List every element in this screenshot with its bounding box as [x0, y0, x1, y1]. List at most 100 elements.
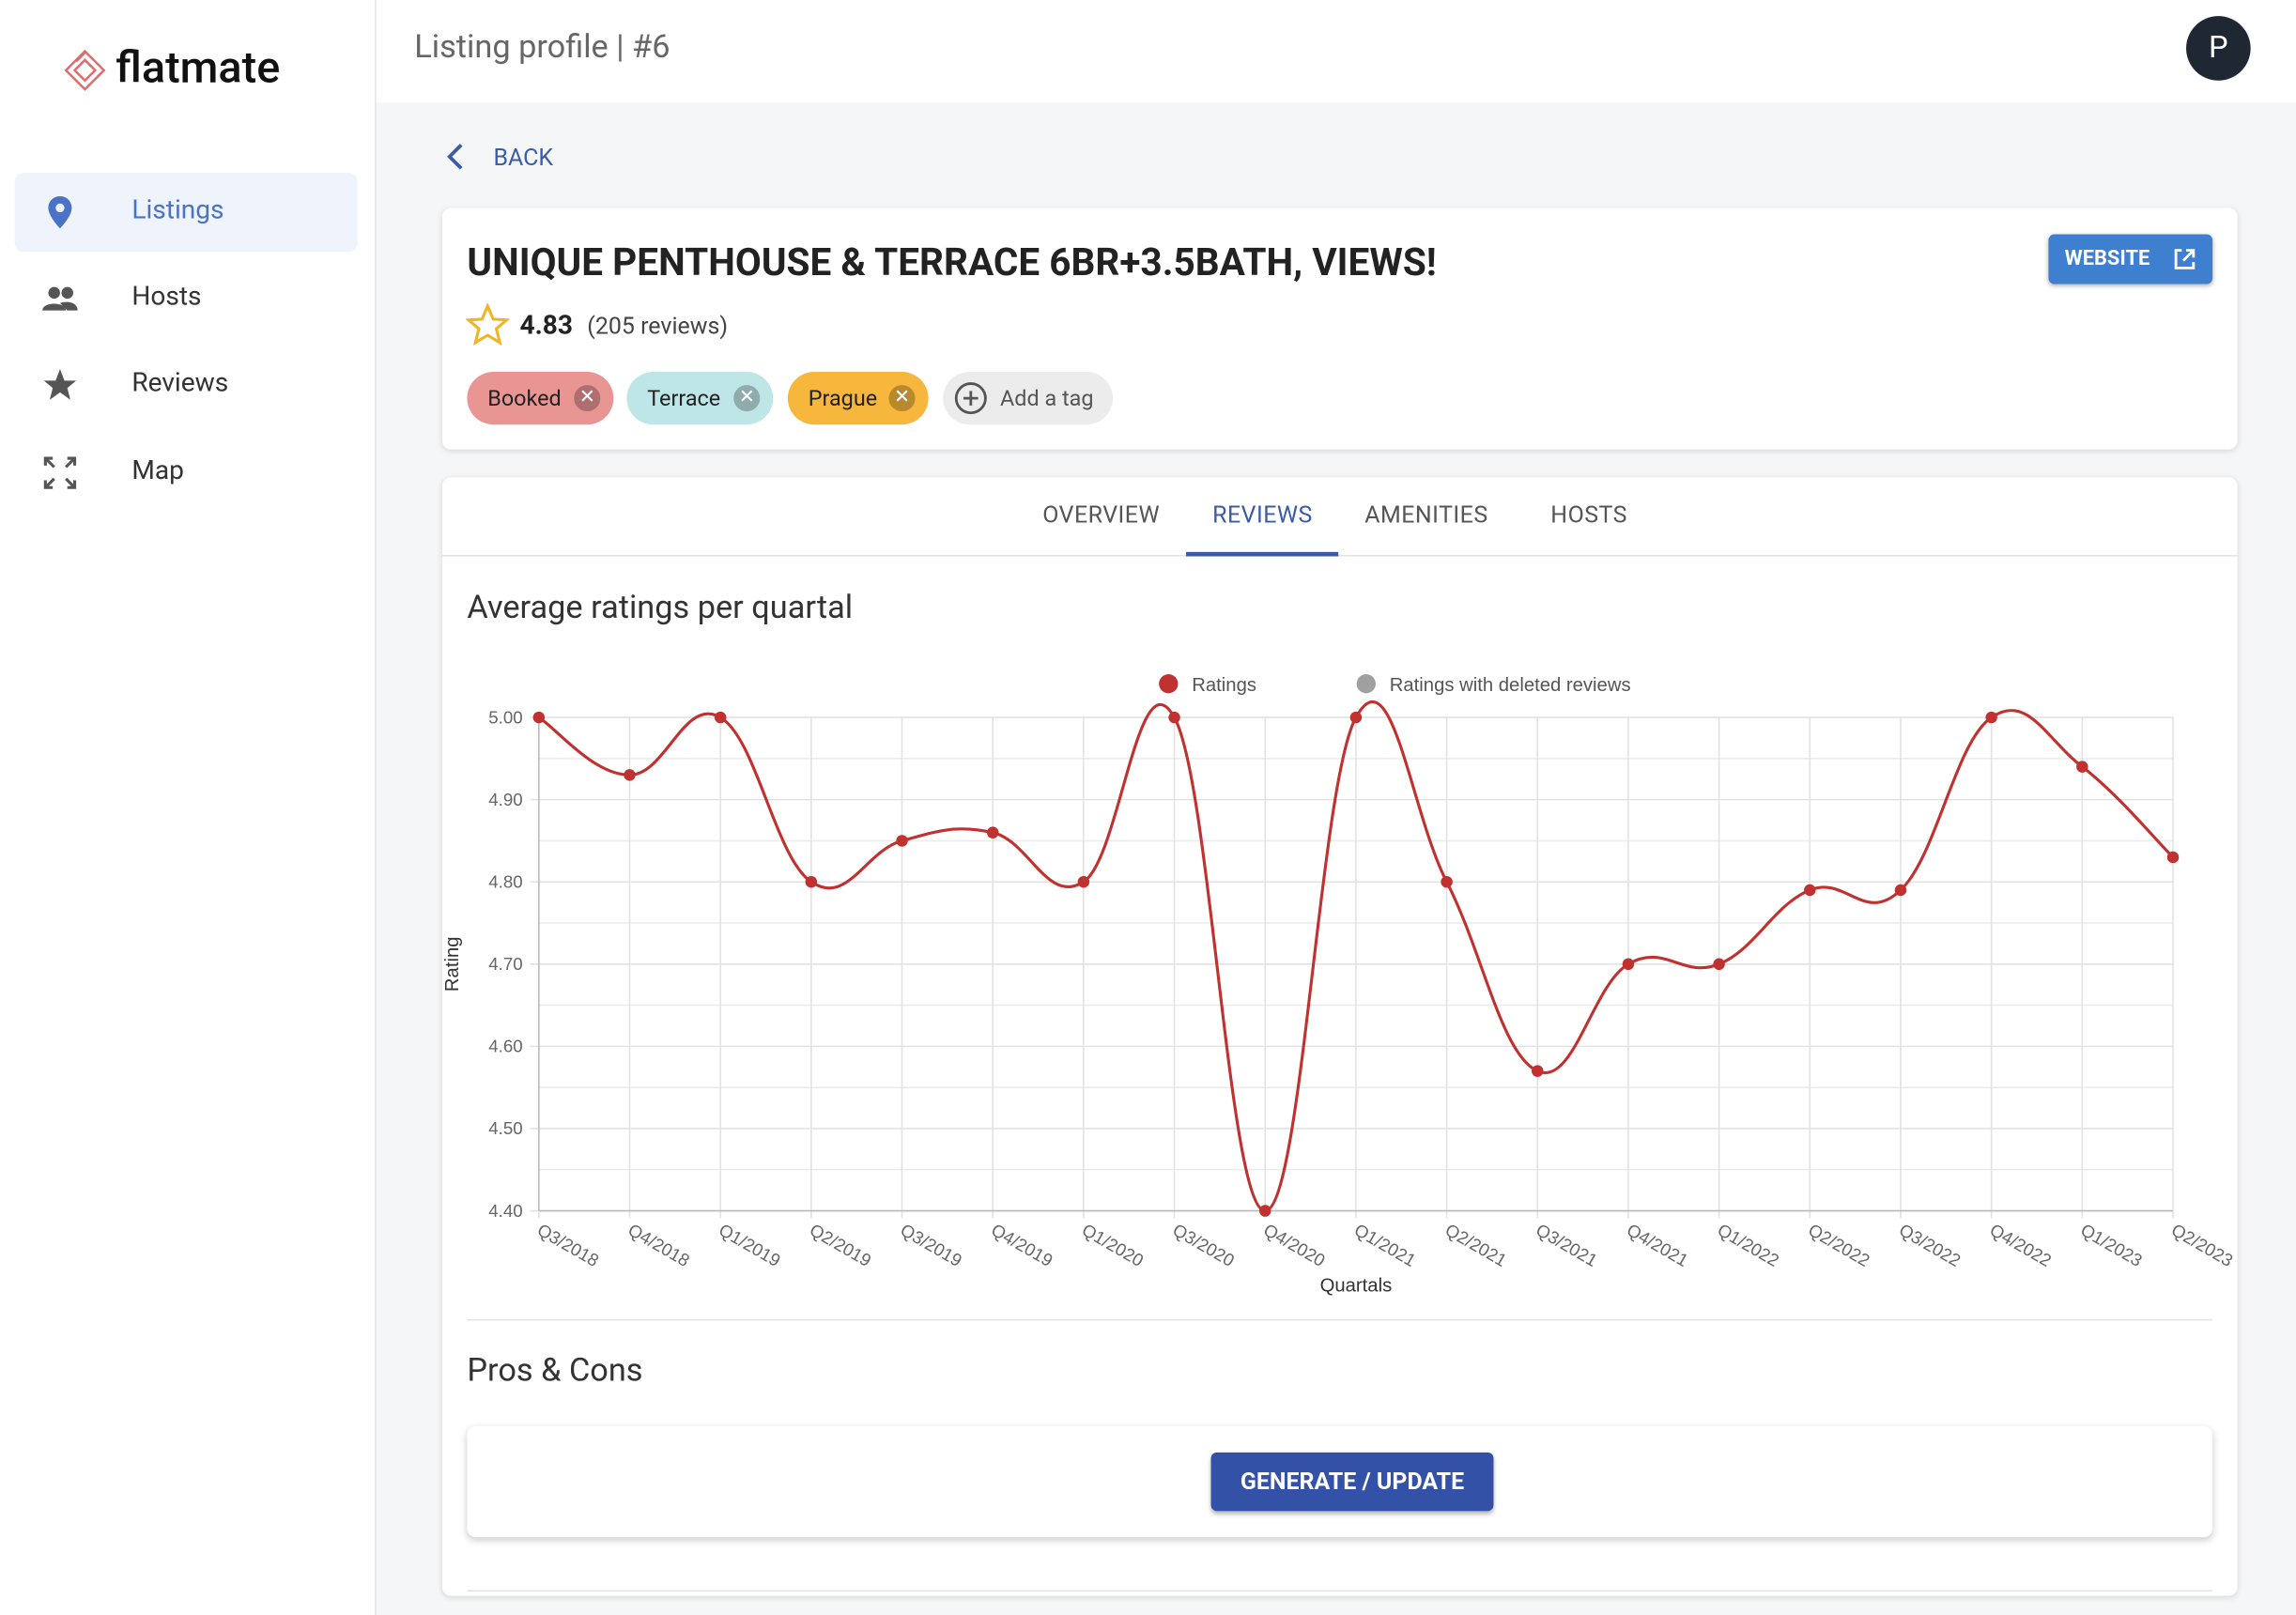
- tag-label: Terrace: [647, 385, 721, 412]
- tag-label: Booked: [487, 385, 562, 412]
- button-label: WEBSITE: [2064, 247, 2150, 271]
- x-tick-label: Q3/2019: [897, 1220, 965, 1270]
- x-tick-label: Q2/2019: [807, 1220, 875, 1270]
- y-tick-label: 4.40: [488, 1201, 522, 1221]
- icon: [48, 195, 72, 229]
- pros-cons-card: GENERATE / UPDATE: [467, 1425, 2213, 1538]
- data-point: [1532, 1065, 1544, 1077]
- nav-label: Map: [131, 454, 184, 486]
- y-tick-label: 4.70: [488, 954, 522, 974]
- icon: [447, 144, 463, 170]
- tab[interactable]: REVIEWS: [1212, 500, 1313, 529]
- x-axis-label: Quartals: [1320, 1275, 1393, 1296]
- nav-label: Listings: [131, 194, 224, 226]
- data-point: [1804, 884, 1816, 897]
- avatar[interactable]: P: [2186, 16, 2251, 81]
- remove-icon[interactable]: ✕: [733, 385, 761, 412]
- generate-button[interactable]: GENERATE / UPDATE: [1210, 1452, 1494, 1512]
- remove-icon[interactable]: ✕: [574, 385, 601, 412]
- page-title: Listing profile | #6: [414, 29, 670, 67]
- rating: 4.83: [519, 310, 574, 342]
- add-tag-label: Add a tag: [1000, 385, 1094, 412]
- tabs-card: Average ratings per quartal Pros & Cons …: [441, 477, 2238, 1596]
- data-point: [1713, 958, 1725, 971]
- star-icon: [465, 302, 510, 346]
- y-tick-label: 4.90: [488, 790, 522, 809]
- reviews-count: (205 reviews): [587, 312, 729, 340]
- nav-item[interactable]: Hosts: [15, 259, 358, 338]
- data-point: [1077, 875, 1090, 888]
- x-tick-label: Q4/2022: [1987, 1220, 2056, 1270]
- icon: [43, 368, 77, 400]
- tab[interactable]: HOSTS: [1550, 500, 1627, 529]
- x-tick-label: Q1/2023: [2077, 1220, 2146, 1270]
- remove-icon[interactable]: ✕: [888, 385, 916, 412]
- x-tick-label: Q1/2021: [1351, 1220, 1420, 1270]
- x-tick-label: Q3/2021: [1533, 1220, 1601, 1270]
- x-tick-label: Q4/2019: [988, 1220, 1056, 1270]
- data-point: [2076, 761, 2088, 773]
- x-tick-label: Q4/2021: [1624, 1220, 1692, 1270]
- data-point: [1894, 884, 1907, 897]
- nav-item[interactable]: Map: [15, 434, 358, 513]
- x-tick-label: Q1/2019: [716, 1220, 784, 1270]
- nav-item[interactable]: Reviews: [15, 346, 358, 424]
- tab-indicator: [1186, 551, 1339, 557]
- add-tag[interactable]: Add a tag: [943, 372, 1114, 425]
- divider: [467, 1318, 2213, 1321]
- sidebar: flatmate Listings Hosts Reviews Map: [0, 0, 377, 1615]
- chart: 4.40 4.50 4.60 4.70 4.80 4.90 5.00 Q3/2018 Q4/20…: [442, 674, 2237, 1296]
- x-tick-label: Q2/2022: [1805, 1220, 1873, 1270]
- data-point: [1985, 711, 1997, 724]
- x-tick-label: Q1/2022: [1714, 1220, 1782, 1270]
- website-button[interactable]: WEBSITE: [2048, 234, 2213, 285]
- data-point: [624, 769, 636, 781]
- chart-title: Average ratings per quartal: [467, 590, 854, 627]
- x-tick-label: Q3/2018: [534, 1220, 603, 1270]
- line-series: [537, 700, 2175, 1213]
- tag[interactable]: Prague ✕: [787, 372, 929, 425]
- tag-label: Prague: [808, 385, 878, 412]
- x-tick-label: Q2/2023: [2168, 1220, 2237, 1270]
- section-title: Pros & Cons: [467, 1352, 643, 1390]
- icon: [2174, 249, 2196, 269]
- x-tick-label: Q2/2021: [1441, 1220, 1510, 1270]
- listing-title: UNIQUE PENTHOUSE & TERRACE 6BR+3.5BATH, …: [467, 241, 1437, 286]
- nav-item[interactable]: Listings: [14, 172, 358, 253]
- tabs-divider: [441, 554, 2238, 557]
- data-point: [1258, 1205, 1271, 1217]
- y-tick-label: 4.50: [488, 1118, 522, 1138]
- tag[interactable]: Terrace ✕: [626, 372, 774, 425]
- x-tick-label: Q3/2020: [1169, 1220, 1238, 1270]
- topbar: Listing profile | #6 P: [376, 0, 2296, 103]
- data-point: [1441, 875, 1453, 888]
- nav-label: Hosts: [131, 281, 202, 313]
- data-point: [2166, 851, 2180, 864]
- tag[interactable]: Booked ✕: [467, 372, 614, 425]
- back-button[interactable]: BACK: [442, 141, 574, 176]
- data-point: [714, 711, 727, 724]
- x-tick-label: Q4/2018: [624, 1220, 693, 1270]
- legend-label: Ratings: [1192, 675, 1256, 696]
- tab[interactable]: OVERVIEW: [1042, 500, 1161, 529]
- icon: [954, 382, 987, 415]
- x-tick-label: Q3/2022: [1896, 1220, 1965, 1270]
- data-point: [986, 826, 999, 838]
- legend-marker: [1159, 674, 1179, 694]
- data-point: [805, 875, 818, 888]
- legend-label: Ratings with deleted reviews: [1390, 675, 1631, 696]
- x-tick-label: Q1/2020: [1079, 1220, 1148, 1270]
- back-label: BACK: [493, 143, 554, 172]
- data-point: [1168, 711, 1180, 724]
- data-point: [1349, 711, 1363, 724]
- icon: [42, 286, 78, 311]
- tab[interactable]: AMENITIES: [1364, 500, 1488, 529]
- data-point: [532, 711, 546, 724]
- data-point: [1622, 958, 1635, 971]
- icon: [43, 456, 77, 489]
- y-tick-label: 4.80: [488, 871, 522, 891]
- data-point: [896, 835, 908, 847]
- legend-marker: [1356, 674, 1376, 694]
